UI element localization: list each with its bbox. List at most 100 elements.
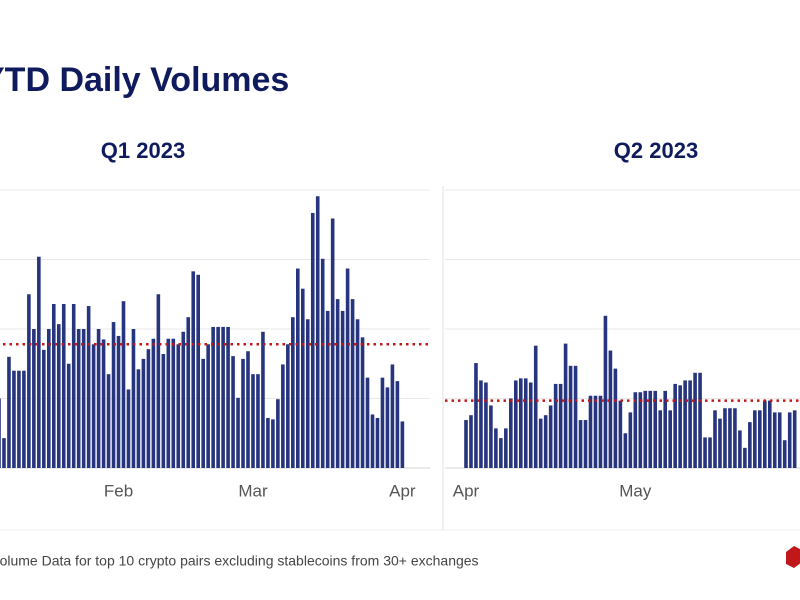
bar [474, 363, 478, 468]
bar [106, 374, 111, 468]
bar [758, 410, 762, 468]
bar [658, 410, 663, 468]
bar [171, 338, 176, 468]
bar [256, 374, 260, 468]
bar [56, 324, 61, 468]
bar [266, 417, 270, 468]
bar [738, 430, 742, 468]
bar [101, 339, 106, 468]
bar [643, 390, 648, 468]
bar [37, 256, 41, 468]
bar [528, 382, 533, 468]
bar [335, 299, 340, 468]
bar [538, 418, 543, 468]
x-tick-label: Apr [389, 481, 416, 500]
bar [748, 422, 752, 468]
bar [7, 356, 11, 468]
bar [186, 317, 191, 468]
bar [51, 303, 56, 468]
bar [365, 377, 370, 468]
x-tick-label: Mar [238, 481, 268, 500]
bar [370, 414, 375, 468]
bar [355, 319, 360, 468]
panel-title: Q1 2023 [101, 138, 185, 163]
bar [116, 335, 121, 468]
bar [325, 310, 330, 468]
bar [673, 383, 677, 468]
bar [201, 358, 205, 468]
bar [638, 392, 643, 468]
bar [191, 271, 196, 468]
bar [12, 370, 16, 468]
bar [71, 303, 76, 468]
bar [514, 380, 518, 468]
bar [568, 365, 573, 468]
bar [166, 338, 171, 468]
bar [763, 400, 767, 468]
x-tick-label: Feb [104, 481, 133, 500]
bar [42, 349, 46, 468]
bar [733, 408, 737, 468]
bar [161, 354, 166, 468]
bar [787, 412, 792, 468]
bar [91, 344, 96, 468]
x-tick-label: May [619, 481, 652, 500]
bar [136, 369, 141, 468]
bar [196, 274, 200, 468]
bar [509, 398, 513, 468]
bar [479, 380, 483, 468]
bar [310, 212, 315, 468]
bar [593, 395, 598, 468]
bar [713, 410, 717, 468]
footnote: Volume Data for top 10 crypto pairs excl… [0, 553, 479, 569]
bar [633, 392, 638, 468]
bar [47, 329, 51, 468]
bar [558, 383, 563, 468]
bar [628, 412, 633, 468]
bar [683, 380, 687, 468]
bar [703, 437, 707, 468]
bar [206, 344, 210, 468]
bar [22, 370, 26, 468]
bar [156, 294, 161, 468]
bar [723, 408, 727, 468]
bar [350, 299, 355, 468]
bar [623, 433, 628, 468]
bar [380, 377, 385, 468]
bar [777, 412, 782, 468]
bar [320, 258, 325, 468]
bar [176, 344, 181, 468]
bar [305, 319, 310, 468]
bar [772, 412, 777, 468]
bar [146, 349, 151, 468]
bar [782, 440, 787, 468]
bar [291, 317, 295, 468]
bar [236, 397, 240, 468]
bar [96, 329, 101, 468]
bar [743, 447, 747, 468]
bar [241, 358, 245, 468]
bar [66, 363, 71, 468]
bar [246, 351, 250, 468]
bar [648, 390, 653, 468]
bar [315, 196, 320, 468]
bar [221, 326, 225, 468]
bar [678, 385, 682, 468]
bar [653, 390, 658, 468]
bar [375, 417, 380, 468]
bar [0, 398, 1, 468]
bar [484, 382, 488, 468]
bar [608, 350, 613, 468]
bar [32, 329, 36, 468]
bar [76, 329, 81, 468]
bar [663, 390, 667, 468]
bar [553, 383, 558, 468]
bar [126, 389, 131, 468]
bar [121, 301, 126, 468]
bar [753, 410, 757, 468]
bar [261, 331, 265, 468]
bar [226, 326, 230, 468]
bar [61, 303, 66, 468]
bar [345, 268, 350, 468]
